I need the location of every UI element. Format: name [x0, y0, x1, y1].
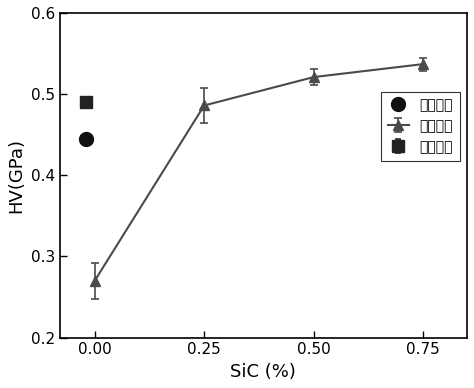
Legend: 文献报道, 球磨烧结, 铸锤烧结: 文献报道, 球磨烧结, 铸锤烧结 [381, 92, 460, 161]
X-axis label: SiC (%): SiC (%) [230, 363, 296, 381]
Y-axis label: HV(GPa): HV(GPa) [7, 138, 25, 213]
